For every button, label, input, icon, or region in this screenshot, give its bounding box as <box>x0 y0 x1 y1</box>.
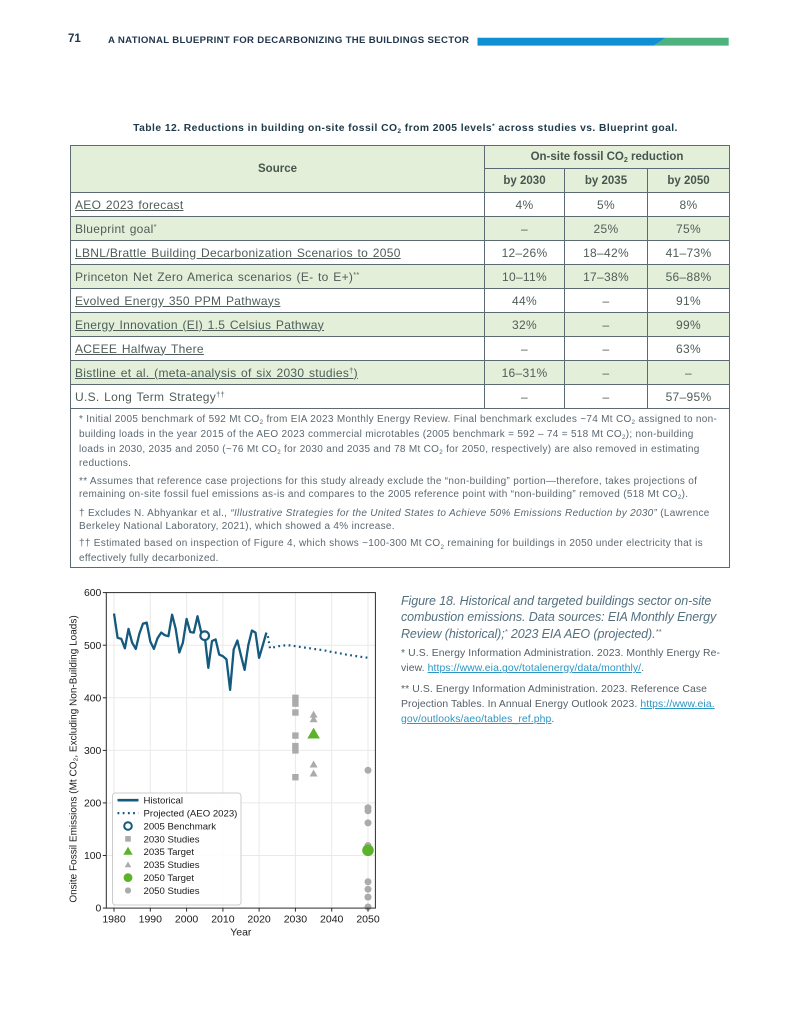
svg-text:Projected (AEO 2023): Projected (AEO 2023) <box>144 809 238 820</box>
svg-text:0: 0 <box>96 904 102 915</box>
svg-text:2050 Target: 2050 Target <box>144 873 195 884</box>
svg-text:Year: Year <box>230 927 252 939</box>
svg-text:2040: 2040 <box>320 914 344 926</box>
svg-text:500: 500 <box>84 641 102 652</box>
svg-text:200: 200 <box>84 799 102 810</box>
svg-text:2030 Studies: 2030 Studies <box>144 834 200 845</box>
svg-text:1990: 1990 <box>139 914 163 926</box>
svg-text:600: 600 <box>84 588 102 599</box>
svg-text:100: 100 <box>84 851 102 862</box>
svg-text:Historical: Historical <box>144 796 183 807</box>
svg-text:2010: 2010 <box>211 914 235 926</box>
svg-text:1980: 1980 <box>102 914 126 926</box>
svg-text:400: 400 <box>84 693 102 704</box>
svg-text:2000: 2000 <box>175 914 199 926</box>
svg-text:2035 Target: 2035 Target <box>144 847 195 858</box>
svg-text:2050 Studies: 2050 Studies <box>144 886 200 897</box>
svg-text:2050: 2050 <box>356 914 380 926</box>
svg-text:2020: 2020 <box>247 914 271 926</box>
svg-text:Onsite Fossil Emissions (Mt CO: Onsite Fossil Emissions (Mt CO₂, Excludi… <box>69 615 80 902</box>
svg-text:2005 Benchmark: 2005 Benchmark <box>144 821 217 832</box>
svg-text:2035 Studies: 2035 Studies <box>144 860 200 871</box>
svg-text:2030: 2030 <box>284 914 308 926</box>
svg-text:300: 300 <box>84 746 102 757</box>
